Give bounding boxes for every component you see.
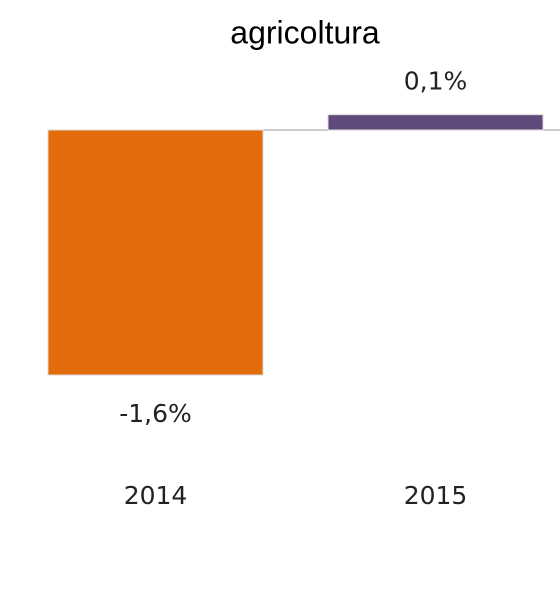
- value-label: -1,6%: [119, 399, 192, 428]
- bar: [47, 129, 264, 376]
- bar: [327, 114, 544, 131]
- x-tick-label: 2014: [124, 481, 188, 510]
- chart-title: agricoltura: [230, 14, 380, 50]
- x-tick-label: 2015: [404, 481, 468, 510]
- value-label: 0,1%: [404, 67, 468, 96]
